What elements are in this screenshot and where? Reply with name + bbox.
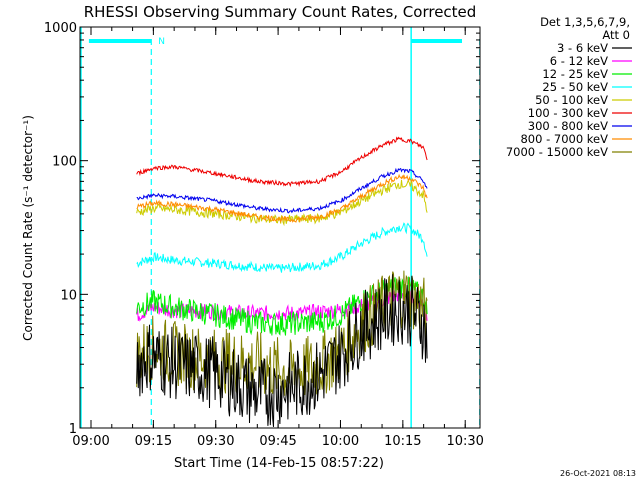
series-line xyxy=(136,136,428,188)
legend-entry-label: 7000 - 15000 keV xyxy=(506,145,608,159)
x-tick-label: 09:15 xyxy=(135,434,172,449)
axes: 1 10 100 1000 09:00 09:15 09:30 09:45 10:00 10:15… xyxy=(44,21,484,449)
series-line xyxy=(136,173,428,224)
x-tick-label: 10:15 xyxy=(384,434,421,449)
legend-entry-label: 3 - 6 keV xyxy=(557,41,608,55)
footer-timestamp: 26-Oct-2021 08:13 xyxy=(560,469,636,478)
legend-header: Det 1,3,5,6,7,9, xyxy=(540,15,630,29)
series-line xyxy=(136,222,428,273)
y-tick-label: 100 xyxy=(52,155,77,170)
y-tick-label: 1 xyxy=(69,422,77,437)
x-tick-label: 09:30 xyxy=(197,434,234,449)
y-axis-label: Corrected Count Rate (s⁻¹ detector⁻¹) xyxy=(21,115,35,341)
x-tick-label: 09:45 xyxy=(259,434,296,449)
y-tick-label: 1000 xyxy=(44,21,77,36)
night-marker-label: N xyxy=(158,37,165,47)
series-layer xyxy=(136,136,428,427)
x-tick-label: 10:00 xyxy=(322,434,359,449)
night-bar xyxy=(411,39,462,43)
x-tick-label: 10:30 xyxy=(446,434,483,449)
x-axis-label: Start Time (14-Feb-15 08:57:22) xyxy=(174,456,384,471)
x-tick-label: 09:00 xyxy=(72,434,109,449)
legend-entry-label: 800 - 7000 keV xyxy=(520,132,608,146)
legend-entry-label: 100 - 300 keV xyxy=(528,106,608,120)
series-line xyxy=(136,274,428,427)
y-tick-label: 10 xyxy=(60,288,77,303)
legend-entry-label: 300 - 800 keV xyxy=(528,119,608,133)
legend-entry-label: 6 - 12 keV xyxy=(550,54,608,68)
legend-entry-label: 50 - 100 keV xyxy=(535,93,608,107)
series-line xyxy=(136,167,428,214)
plot-frame xyxy=(79,26,481,429)
legend-entry-label: 12 - 25 keV xyxy=(542,67,608,81)
chart-title: RHESSI Observing Summary Count Rates, Co… xyxy=(84,3,477,21)
night-bar xyxy=(88,39,152,43)
legend-header: Att 0 xyxy=(602,28,630,42)
legend-entry-label: 25 - 50 keV xyxy=(542,80,608,94)
